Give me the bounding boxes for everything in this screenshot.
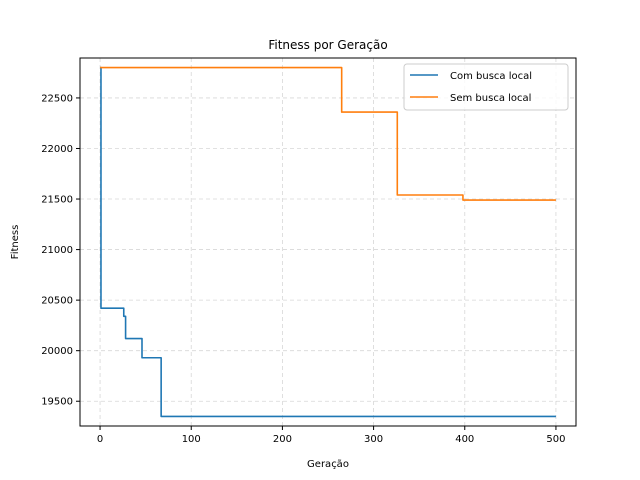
y-tick-label: 22500: [41, 93, 73, 104]
grid: [80, 58, 576, 426]
plot-frame: [79, 57, 577, 427]
y-tick-label: 20500: [41, 296, 73, 307]
x-tick-label: 400: [455, 434, 474, 445]
series-line-sem-busca-local: [100, 66, 556, 201]
legend: Com busca local Sem busca local: [403, 63, 569, 111]
y-tick-label: 19500: [41, 397, 73, 408]
x-tick-label: 300: [364, 434, 383, 445]
x-tick-label: 500: [546, 434, 565, 445]
ticks: 0 100 200 300 400 500 19500 20000 20500 21000 2150…: [41, 93, 565, 445]
y-tick-label: 20000: [41, 346, 73, 357]
y-axis-label: Fitness: [10, 225, 21, 260]
x-tick-label: 0: [97, 434, 103, 445]
legend-box: [403, 63, 569, 111]
x-tick-label: 200: [273, 434, 292, 445]
series-line-com-busca-local: [100, 66, 556, 418]
series-layer: [100, 66, 556, 418]
y-tick-label: 21000: [41, 245, 73, 256]
chart-title: Fitness por Geração: [268, 38, 387, 52]
legend-label-sem-busca-local: Sem busca local: [450, 93, 531, 104]
x-tick-label: 100: [182, 434, 201, 445]
y-tick-label: 22000: [41, 144, 73, 155]
legend-label-com-busca-local: Com busca local: [450, 71, 532, 82]
x-axis-label: Geração: [307, 459, 349, 470]
y-tick-label: 21500: [41, 195, 73, 206]
